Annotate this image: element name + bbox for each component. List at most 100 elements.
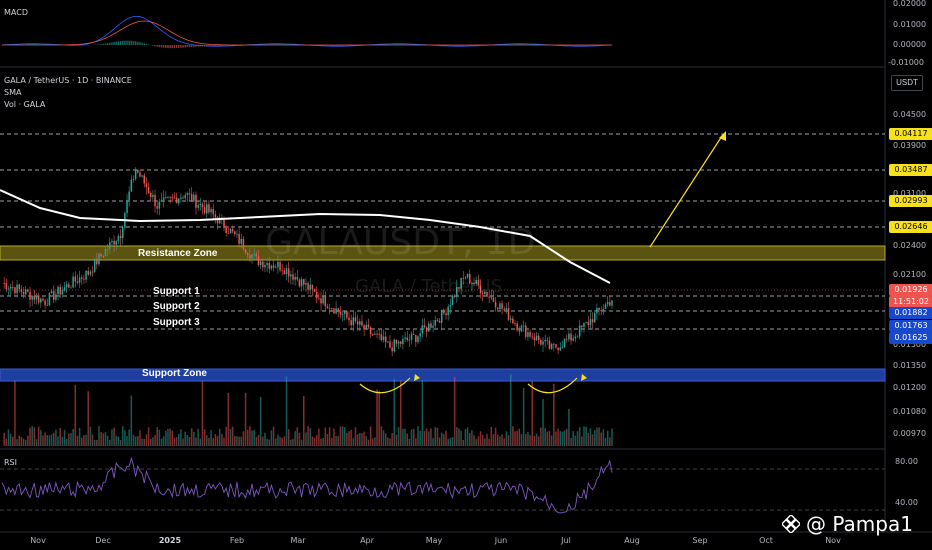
volume-bar [512,426,514,446]
macd-histogram-bar [512,44,514,45]
volume-bar [143,438,146,446]
macd-histogram-bar [20,44,23,45]
macd-histogram-bar [471,45,473,46]
volume-bar [283,436,286,446]
volume-bar [277,434,279,446]
macd-histogram-bar [281,44,283,45]
candle-body [458,287,460,289]
candle-body [281,270,283,272]
candle-body [89,271,92,275]
volume-bar [74,384,77,446]
volume-bar [195,437,197,446]
price-tag-03487: 0.03487 [889,164,932,176]
macd-histogram-bar [173,45,176,49]
candle-body [473,283,475,284]
volume-bar [490,426,493,446]
candle-body [436,320,439,321]
volume-bar [93,439,96,446]
macd-histogram-bar [466,45,469,46]
macd-histogram-bar [199,45,202,47]
candle-body [475,279,477,284]
candle-body [162,197,165,200]
macd-histogram-bar [462,45,465,46]
candle-body [29,291,31,300]
candle-body [559,347,562,351]
volume-bar [227,393,230,446]
candle-body [395,339,398,344]
volume-bar [240,436,243,446]
candle-body [505,308,508,310]
volume-bar [451,437,454,446]
macd-histogram-bar [404,44,406,45]
volume-bar [35,439,38,446]
candle-body [3,282,5,284]
macd-histogram-bar [117,41,120,45]
volume-bar [537,436,540,446]
macd-histogram-bar [214,45,217,46]
macd-histogram-bar [167,45,169,49]
volume-bar [171,430,174,446]
candle-body [177,198,180,204]
volume-bar [37,426,40,446]
candle-body [246,253,249,256]
macd-histogram-bar [456,45,458,46]
volume-bar [98,426,100,446]
macd-histogram-bar [46,44,49,45]
volume-bar [309,428,311,446]
volume-bar [542,399,544,446]
volume-bar [600,432,602,446]
volume-bar [350,429,352,446]
candle-body [348,317,350,321]
volume-bar [268,439,271,446]
volume-bar [124,430,126,446]
candle-body [318,297,320,299]
candle-body [119,236,122,239]
macd-histogram-bar [128,40,130,45]
volume-bar [180,429,182,446]
volume-bar [348,431,350,446]
currency-button[interactable]: USDT [891,75,923,91]
macd-histogram-bar [460,45,462,46]
volume-bar [581,436,583,446]
macd-histogram-bar [223,45,225,46]
volume-bar [503,438,505,446]
candle-body [158,201,161,209]
candle-body [68,284,70,288]
volume-bar [272,426,275,446]
macd-histogram-bar [522,44,525,45]
volume-bar [184,431,186,446]
candle-body [137,169,139,173]
volume-bar [298,432,301,446]
macd-histogram-bar [585,45,587,46]
candle-body [74,276,77,282]
volume-bar [78,427,81,446]
candle-body [249,255,251,259]
volume-bar [468,433,471,446]
candle-body [594,313,596,323]
candle-body [296,276,299,280]
volume-bar [270,430,273,446]
macd-histogram-bar [589,45,592,46]
macd-histogram-bar [227,45,230,46]
time-axis-tick: Jul [561,536,571,545]
volume-bar [182,438,184,446]
macd-histogram-bar [395,44,398,45]
macd-histogram-bar [509,44,512,45]
candle-body [113,240,115,245]
volume-bar [492,434,495,446]
candle-body [359,321,361,325]
macd-histogram-bar [102,43,105,45]
macd-histogram-bar [350,45,352,46]
volume-bar [300,439,303,446]
volume-bar [395,434,398,446]
volume-bar [190,428,193,446]
candle-body [244,249,247,254]
candle-body [48,293,51,306]
candle-body [5,283,8,290]
volume-bar [432,438,434,446]
volume-bar [516,430,518,446]
volume-bar [609,437,611,446]
macd-histogram-bar [531,44,534,45]
